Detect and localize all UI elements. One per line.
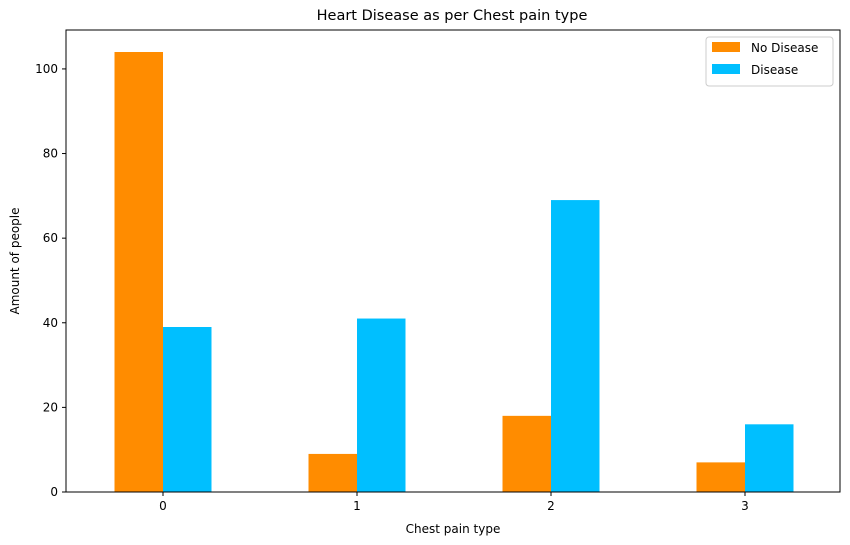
y-axis-ticks: 0 20 40 60 80 100 <box>35 62 66 499</box>
y-tick-label: 40 <box>43 316 58 330</box>
bars <box>114 52 794 492</box>
x-tick-label: 3 <box>741 499 749 513</box>
bar-disease-2 <box>551 200 600 492</box>
y-tick-label: 100 <box>35 62 58 76</box>
legend-label-disease: Disease <box>751 63 798 77</box>
x-tick-label: 1 <box>353 499 361 513</box>
x-tick-label: 0 <box>159 499 167 513</box>
y-tick-label: 80 <box>43 147 58 161</box>
bar-no-disease-0 <box>114 52 163 492</box>
y-tick-label: 0 <box>50 485 58 499</box>
bar-no-disease-3 <box>696 462 745 492</box>
legend: No Disease Disease <box>705 36 834 87</box>
legend-label-no-disease: No Disease <box>751 41 818 55</box>
y-axis-label: Amount of people <box>8 207 22 314</box>
x-tick-label: 2 <box>547 499 555 513</box>
y-tick-label: 20 <box>43 400 58 414</box>
bar-disease-1 <box>357 318 406 492</box>
bar-no-disease-2 <box>502 415 551 492</box>
bar-disease-0 <box>163 327 212 492</box>
plot-frame <box>65 29 841 493</box>
chart-title: Heart Disease as per Chest pain type <box>317 8 588 24</box>
legend-swatch-disease <box>712 64 740 74</box>
bar-disease-3 <box>745 424 794 492</box>
y-tick-label: 60 <box>43 231 58 245</box>
legend-swatch-no-disease <box>712 42 740 52</box>
x-axis-ticks: 0 1 2 3 <box>159 492 749 513</box>
x-axis-label: Chest pain type <box>406 522 501 536</box>
bar-no-disease-1 <box>308 453 357 492</box>
